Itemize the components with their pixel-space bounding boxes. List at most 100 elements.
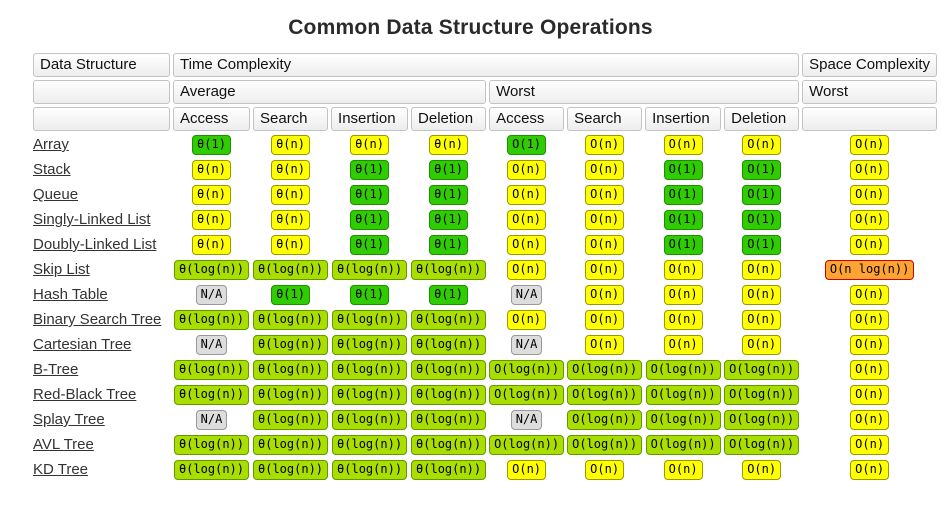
structure-name-cell: Binary Search Tree bbox=[33, 309, 170, 331]
structure-link[interactable]: Hash Table bbox=[33, 286, 108, 303]
complexity-badge: O(log(n)) bbox=[645, 360, 721, 380]
complexity-badge: O(1) bbox=[742, 160, 782, 180]
complexity-cell: O(n) bbox=[489, 184, 564, 206]
complexity-badge: θ(log(n)) bbox=[411, 460, 487, 480]
complexity-cell: O(n) bbox=[567, 284, 642, 306]
complexity-cell: θ(1) bbox=[411, 209, 486, 231]
complexity-badge: O(n) bbox=[850, 185, 890, 205]
complexity-badge: O(log(n)) bbox=[489, 435, 565, 455]
complexity-badge: O(n log(n)) bbox=[824, 260, 915, 280]
complexity-cell: O(n) bbox=[567, 184, 642, 206]
complexity-badge: θ(1) bbox=[429, 210, 468, 230]
complexity-cell: O(1) bbox=[724, 234, 799, 256]
complexity-cell: O(log(n)) bbox=[489, 359, 565, 381]
operations-table-body: Array θ(1) θ(n) θ(n) θ(n) O(1) O(n) O(n) O(n) O(n… bbox=[33, 134, 937, 481]
complexity-badge: θ(log(n)) bbox=[332, 310, 408, 330]
complexity-badge: O(1) bbox=[663, 185, 703, 205]
header-space-worst: Worst bbox=[802, 80, 938, 104]
complexity-cell: O(n) bbox=[724, 134, 799, 156]
complexity-badge: O(n) bbox=[850, 235, 890, 255]
header-worst: Worst bbox=[489, 80, 800, 104]
header-average: Average bbox=[173, 80, 487, 104]
complexity-badge: θ(1) bbox=[429, 160, 468, 180]
complexity-cell: θ(n) bbox=[173, 234, 250, 256]
complexity-cell: θ(log(n)) bbox=[411, 384, 487, 406]
structure-link[interactable]: Array bbox=[33, 136, 69, 153]
complexity-cell: θ(1) bbox=[331, 159, 408, 181]
complexity-cell: θ(log(n)) bbox=[253, 334, 329, 356]
complexity-cell: θ(log(n)) bbox=[331, 409, 408, 431]
complexity-cell: θ(log(n)) bbox=[331, 359, 408, 381]
structure-link[interactable]: Red-Black Tree bbox=[33, 386, 137, 403]
complexity-cell: O(log(n)) bbox=[724, 409, 800, 431]
complexity-badge: O(log(n)) bbox=[724, 435, 800, 455]
structure-link[interactable]: Binary Search Tree bbox=[33, 311, 162, 328]
complexity-cell: θ(1) bbox=[331, 234, 408, 256]
structure-link[interactable]: Stack bbox=[33, 161, 71, 178]
complexity-cell: O(1) bbox=[724, 159, 799, 181]
header-avg-deletion: Deletion bbox=[411, 107, 487, 131]
complexity-cell: O(n) bbox=[645, 309, 721, 331]
structure-link[interactable]: AVL Tree bbox=[33, 436, 94, 453]
complexity-cell: O(n) bbox=[802, 309, 937, 331]
complexity-badge: O(n) bbox=[850, 460, 890, 480]
structure-link[interactable]: KD Tree bbox=[33, 461, 89, 478]
structure-link[interactable]: B-Tree bbox=[33, 361, 79, 378]
complexity-cell: θ(1) bbox=[411, 159, 486, 181]
complexity-cell: O(n) bbox=[802, 334, 937, 356]
structure-name-cell: Cartesian Tree bbox=[33, 334, 170, 356]
complexity-badge: O(1) bbox=[742, 235, 782, 255]
complexity-badge: O(n) bbox=[585, 335, 625, 355]
complexity-badge: O(log(n)) bbox=[567, 360, 643, 380]
complexity-badge: θ(n) bbox=[271, 185, 310, 205]
complexity-cell: O(1) bbox=[724, 209, 799, 231]
complexity-cell: O(n) bbox=[489, 309, 564, 331]
structure-name-cell: Hash Table bbox=[33, 284, 170, 306]
complexity-cell: O(log(n)) bbox=[567, 384, 643, 406]
complexity-cell: θ(log(n)) bbox=[173, 259, 250, 281]
complexity-cell: θ(n) bbox=[173, 184, 250, 206]
complexity-badge: O(n) bbox=[850, 385, 890, 405]
complexity-cell: O(n) bbox=[724, 284, 799, 306]
complexity-badge: N/A bbox=[195, 285, 228, 305]
complexity-badge: θ(n) bbox=[192, 160, 231, 180]
structure-link[interactable]: Skip List bbox=[33, 261, 90, 278]
complexity-cell: N/A bbox=[489, 409, 564, 431]
header-avg-insertion: Insertion bbox=[331, 107, 409, 131]
complexity-badge: O(n) bbox=[585, 310, 625, 330]
complexity-badge: O(n) bbox=[585, 460, 625, 480]
complexity-badge: θ(log(n)) bbox=[332, 335, 408, 355]
complexity-cell: O(n) bbox=[645, 284, 721, 306]
structure-link[interactable]: Queue bbox=[33, 186, 79, 203]
structure-name-cell: Queue bbox=[33, 184, 170, 206]
structure-link[interactable]: Cartesian Tree bbox=[33, 336, 132, 353]
complexity-cell: N/A bbox=[489, 334, 564, 356]
complexity-badge: θ(n) bbox=[429, 135, 468, 155]
structure-link[interactable]: Doubly-Linked List bbox=[33, 236, 157, 253]
complexity-cell: O(log(n)) bbox=[724, 434, 800, 456]
structure-link[interactable]: Splay Tree bbox=[33, 411, 105, 428]
complexity-badge: O(1) bbox=[663, 235, 703, 255]
empty-header-cell bbox=[33, 107, 170, 131]
header-row-groups: Data Structure Time Complexity Space Com… bbox=[33, 53, 938, 77]
complexity-cell: O(n) bbox=[567, 159, 642, 181]
complexity-cell: θ(log(n)) bbox=[411, 309, 487, 331]
complexity-cell: θ(log(n)) bbox=[411, 359, 487, 381]
complexity-cell: O(n) bbox=[645, 459, 721, 481]
complexity-badge: N/A bbox=[510, 410, 543, 430]
complexity-badge: O(n) bbox=[585, 135, 625, 155]
header-data-structure: Data Structure bbox=[33, 53, 170, 77]
structure-name-cell: Splay Tree bbox=[33, 409, 170, 431]
complexity-cell: θ(1) bbox=[411, 234, 486, 256]
structure-link[interactable]: Singly-Linked List bbox=[33, 211, 151, 228]
complexity-badge: O(n) bbox=[742, 135, 782, 155]
complexity-badge: θ(log(n)) bbox=[332, 360, 408, 380]
complexity-badge: θ(log(n)) bbox=[253, 310, 329, 330]
complexity-badge: θ(log(n)) bbox=[411, 310, 487, 330]
header-worst-access: Access bbox=[489, 107, 565, 131]
complexity-badge: θ(1) bbox=[192, 135, 231, 155]
complexity-badge: O(n) bbox=[850, 210, 890, 230]
complexity-cell: O(n) bbox=[802, 134, 937, 156]
complexity-cell: O(1) bbox=[645, 234, 721, 256]
complexity-badge: θ(1) bbox=[429, 235, 468, 255]
